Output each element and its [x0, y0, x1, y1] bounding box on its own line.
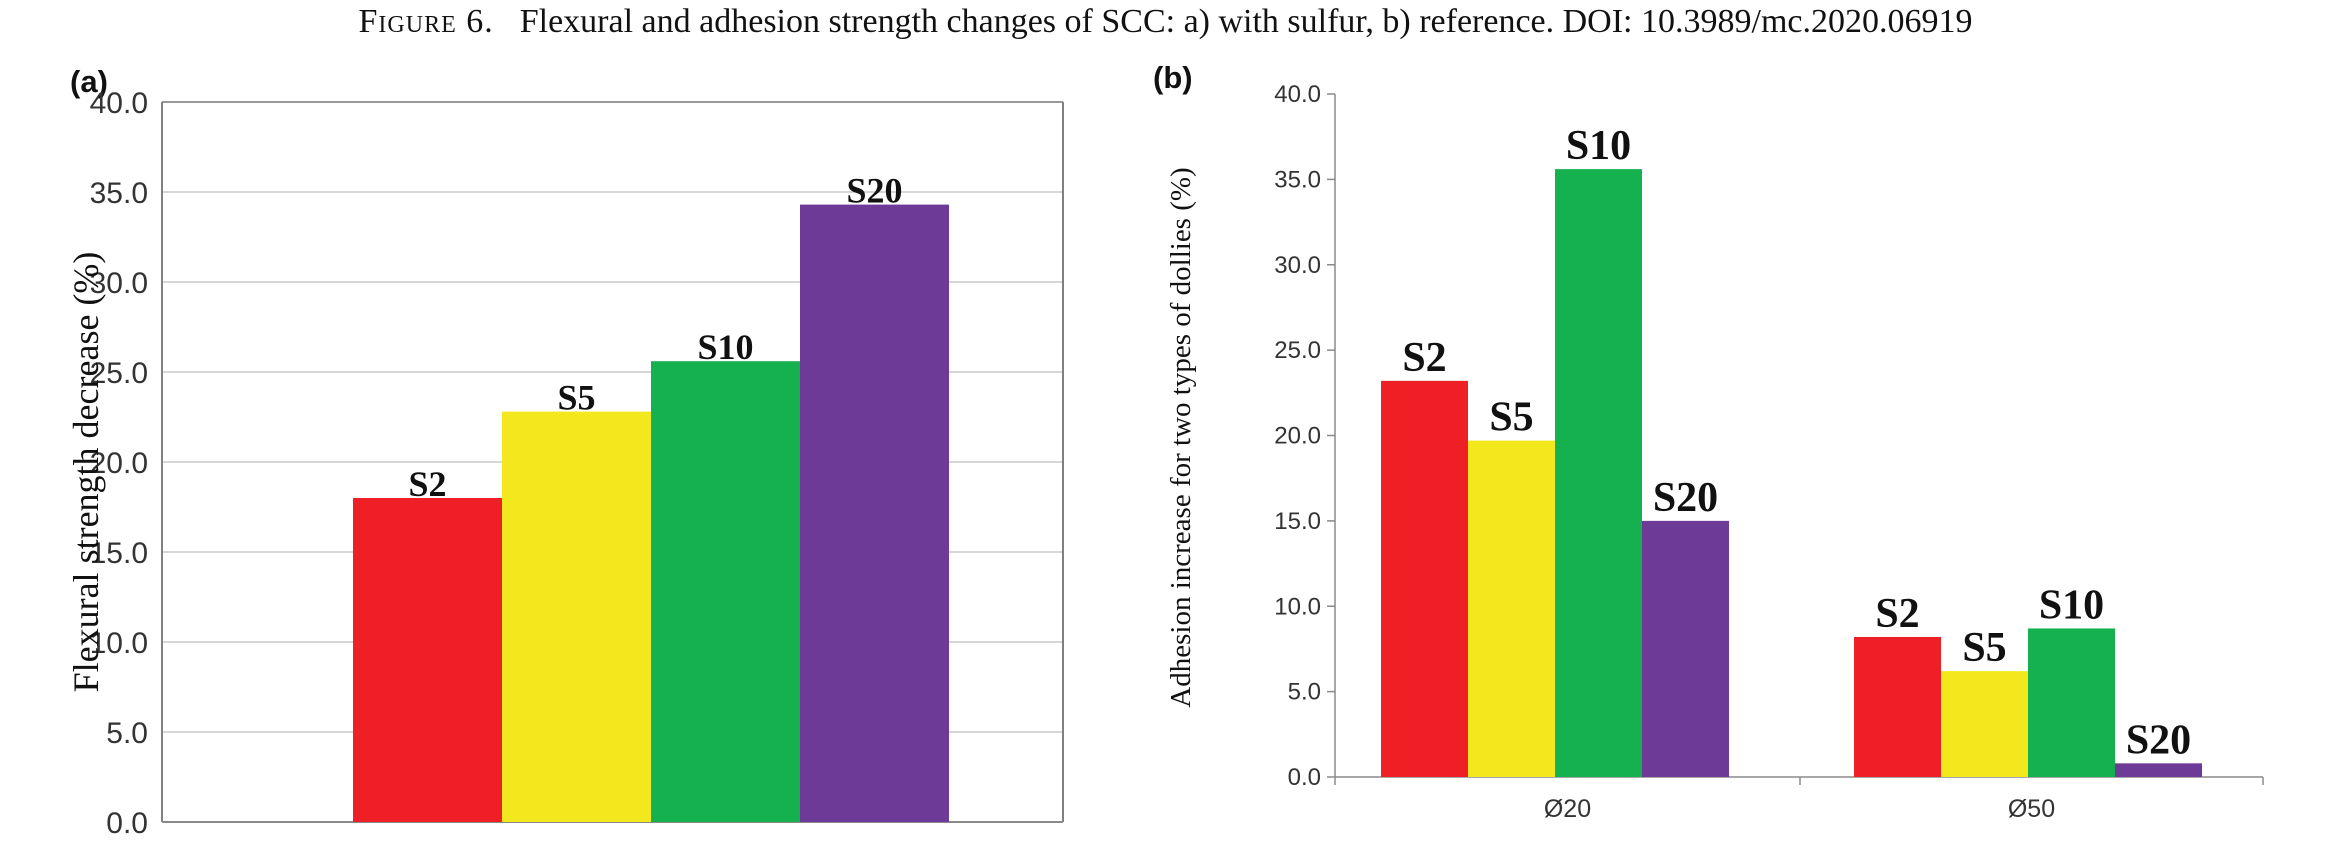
- bar-label-s10: S10: [697, 327, 753, 367]
- y-tick-label-b: 20.0: [1274, 423, 1321, 450]
- y-tick-label-b: 0.0: [1288, 764, 1321, 791]
- bar-s10-group1: [1555, 169, 1642, 777]
- panel-label-a: (a): [70, 64, 108, 99]
- panel-a-flexural-chart: (a) 0.0 5.0 10.0 15.0 20.0 25.0 30.0 35.0 40.0 Fle…: [66, 64, 1064, 840]
- bar-label-s5-group1: S5: [1489, 395, 1533, 441]
- bar-s20-group1: [1642, 520, 1729, 777]
- y-tick-label-a: 0.0: [106, 807, 148, 840]
- bar-s5: [502, 411, 651, 822]
- y-tick-label-a: 15.0: [90, 537, 148, 570]
- bar-s2-group1: [1381, 380, 1468, 777]
- bar-s20-group2: [2115, 763, 2202, 777]
- y-tick-label-a: 40.0: [90, 87, 148, 120]
- x-category-label-b: Ø20: [1544, 795, 1591, 823]
- panel-label-b: (b): [1153, 60, 1193, 95]
- figure-canvas: (a) 0.0 5.0 10.0 15.0 20.0 25.0 30.0 35.0 40.0 Fle…: [66, 60, 2264, 840]
- panel-b-adhesion-chart: (b) 0.0 5.0 10.0 15.0 20.0 25.0 30.0 35.0 40.0 Adh…: [1153, 60, 2264, 823]
- y-tick-label-a: 10.0: [90, 627, 148, 660]
- bar-label-s5: S5: [557, 378, 595, 418]
- y-tick-label-a: 25.0: [90, 357, 148, 390]
- bar-s10-group2: [2028, 628, 2115, 777]
- y-tick-label-a: 20.0: [90, 447, 148, 480]
- bar-label-s5-group2: S5: [1962, 625, 2006, 671]
- y-tick-label-b: 25.0: [1274, 337, 1321, 364]
- y-tick-label-b: 10.0: [1274, 593, 1321, 620]
- bar-s20: [800, 204, 949, 823]
- bar-label-s2: S2: [408, 464, 446, 504]
- y-tick-label-a: 30.0: [90, 267, 148, 300]
- y-axis-title-a: Flexural strength decrease (%): [66, 252, 106, 693]
- x-category-label-b: Ø50: [2008, 795, 2055, 823]
- y-tick-label-b: 35.0: [1274, 166, 1321, 193]
- y-axis-title-b: Adhesion increase for two types of dolli…: [1165, 167, 1197, 707]
- y-tick-label-b: 30.0: [1274, 252, 1321, 279]
- bar-s10: [651, 361, 800, 822]
- bar-label-s20: S20: [846, 171, 902, 211]
- bar-s5-group1: [1468, 440, 1555, 777]
- bar-label-s2-group1: S2: [1402, 335, 1446, 381]
- bar-label-s10-group1: S10: [1566, 123, 1631, 169]
- bar-label-s2-group2: S2: [1875, 591, 1919, 637]
- figure-label: Figure 6.: [358, 3, 494, 40]
- bar-label-s10-group2: S10: [2039, 582, 2104, 628]
- bar-s2-group2: [1854, 636, 1941, 777]
- bar-label-s20-group2: S20: [2126, 717, 2191, 763]
- figure-caption: Figure 6. Flexural and adhesion strength …: [0, 0, 2331, 44]
- bar-s2: [353, 498, 502, 822]
- bar-s5-group2: [1941, 671, 2028, 777]
- y-tick-label-b: 15.0: [1274, 508, 1321, 535]
- y-tick-label-a: 5.0: [106, 717, 148, 750]
- y-tick-label-b: 40.0: [1274, 81, 1321, 108]
- caption-text: Flexural and adhesion strength changes o…: [519, 3, 1973, 40]
- y-tick-label-a: 35.0: [90, 177, 148, 210]
- y-tick-label-b: 5.0: [1288, 679, 1321, 706]
- bar-label-s20-group1: S20: [1653, 475, 1718, 521]
